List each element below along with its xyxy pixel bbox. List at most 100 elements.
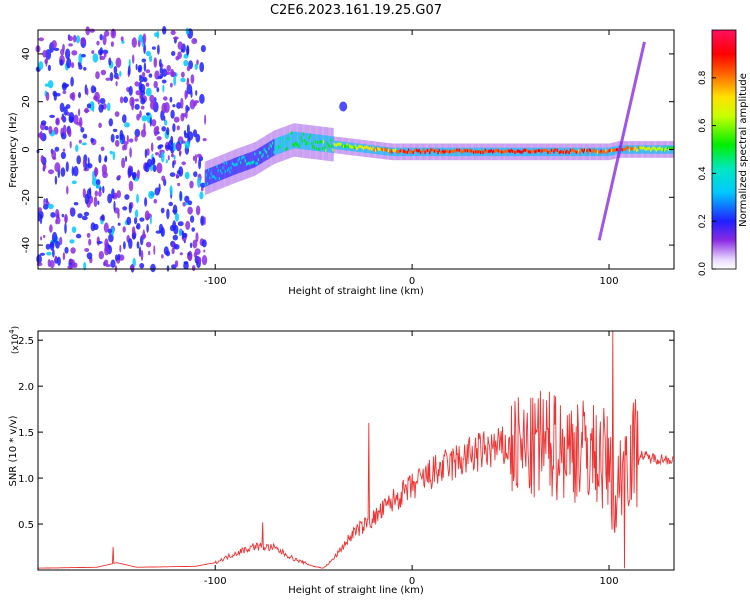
noise-speckle [110, 133, 115, 143]
trace-body [329, 136, 332, 153]
noise-speckle [59, 102, 65, 113]
trace-core [222, 166, 224, 170]
colorbar-ticks: 0.0 0.2 0.4 0.6 0.8 [698, 70, 716, 276]
trace-core [221, 171, 223, 175]
noise-speckle [171, 153, 174, 158]
trace-body [340, 141, 343, 150]
trace-core [488, 149, 490, 153]
noise-speckle [141, 115, 148, 122]
noise-speckle [93, 86, 97, 93]
trace-core [474, 150, 476, 154]
noise-speckle [62, 90, 67, 94]
noise-speckle [184, 171, 190, 180]
noise-speckle [138, 81, 143, 92]
y-tick-label: 20 [21, 95, 32, 108]
noise-speckle [134, 98, 139, 102]
y-tick-label: 40 [21, 48, 32, 61]
trace-core [223, 161, 226, 165]
noise-speckle [50, 212, 56, 218]
trace-core [559, 151, 561, 155]
trace-body [231, 158, 234, 176]
noise-speckle [37, 207, 42, 213]
colorbar: 0.0 0.2 0.4 0.6 0.8 Normalized spectral ampl… [698, 29, 749, 276]
noise-speckle [91, 50, 95, 55]
colorbar-tick-label: 0.0 [698, 262, 708, 277]
trace-core [383, 148, 385, 152]
trace-core [587, 151, 589, 155]
trace-core [457, 149, 460, 153]
noise-speckle [64, 222, 67, 234]
trace-body [261, 146, 263, 163]
trace-core [419, 151, 422, 155]
trace-body [233, 158, 235, 175]
trace-core [482, 151, 484, 155]
trace-core [581, 148, 584, 152]
trace-body [267, 142, 269, 160]
trace-core [321, 147, 324, 150]
noise-speckle [153, 57, 158, 68]
noise-speckle [99, 98, 106, 104]
trace-core [536, 149, 539, 153]
trace-core [666, 146, 669, 149]
trace-body [338, 141, 340, 150]
trace-core [458, 148, 461, 152]
noise-speckle [99, 34, 103, 41]
noise-speckle [180, 48, 184, 53]
noise-speckle [66, 185, 69, 195]
noise-speckle [187, 200, 193, 206]
noise-speckle [84, 107, 89, 114]
noise-speckle [71, 166, 75, 177]
noise-speckle [129, 96, 135, 107]
trace-core [549, 151, 552, 154]
trace-core [280, 144, 282, 148]
trace-core [312, 145, 314, 148]
trace-core [416, 148, 418, 152]
noise-speckle [66, 57, 72, 69]
noise-speckle [83, 261, 87, 271]
trace-body [217, 164, 220, 182]
trace-core [607, 150, 610, 153]
noise-speckle [95, 71, 100, 80]
trace-core [609, 148, 612, 152]
trace-core [652, 146, 654, 150]
noise-speckle [149, 215, 152, 225]
noise-speckle [128, 180, 134, 192]
trace-core [411, 150, 413, 154]
trace-core [448, 151, 450, 154]
trace-core [361, 145, 364, 149]
trace-body [346, 142, 348, 151]
trace-core [517, 149, 520, 153]
noise-speckle [204, 114, 207, 125]
trace-body [542, 147, 545, 157]
trace-core [305, 142, 307, 146]
noise-speckle [149, 94, 155, 103]
noise-speckle [169, 185, 173, 196]
trace-body [407, 147, 410, 157]
trace-core [350, 145, 352, 149]
trace-body [215, 165, 217, 183]
trace-body [254, 150, 256, 168]
trace-core [671, 147, 673, 151]
noise-speckle [153, 245, 156, 256]
noise-speckle [177, 41, 183, 50]
trace-core [426, 148, 429, 152]
trace-body [249, 152, 252, 169]
trace-core [341, 145, 344, 148]
trace-core [576, 150, 579, 154]
noise-speckle [112, 128, 118, 133]
trace-core [248, 161, 250, 165]
noise-speckle [78, 64, 83, 70]
noise-speckle [93, 223, 99, 231]
trace-core [432, 148, 435, 152]
trace-body [400, 147, 403, 157]
spectrogram-x-ticks: -100 0 100 [204, 30, 619, 287]
trace-core [437, 151, 439, 155]
noise-speckle [83, 211, 90, 217]
trace-core [541, 149, 543, 153]
trace-body [313, 134, 315, 151]
trace-body [626, 145, 628, 154]
trace-body [212, 166, 215, 184]
trace-core [235, 163, 237, 167]
noise-speckle [128, 238, 133, 249]
noise-speckle [98, 190, 102, 197]
